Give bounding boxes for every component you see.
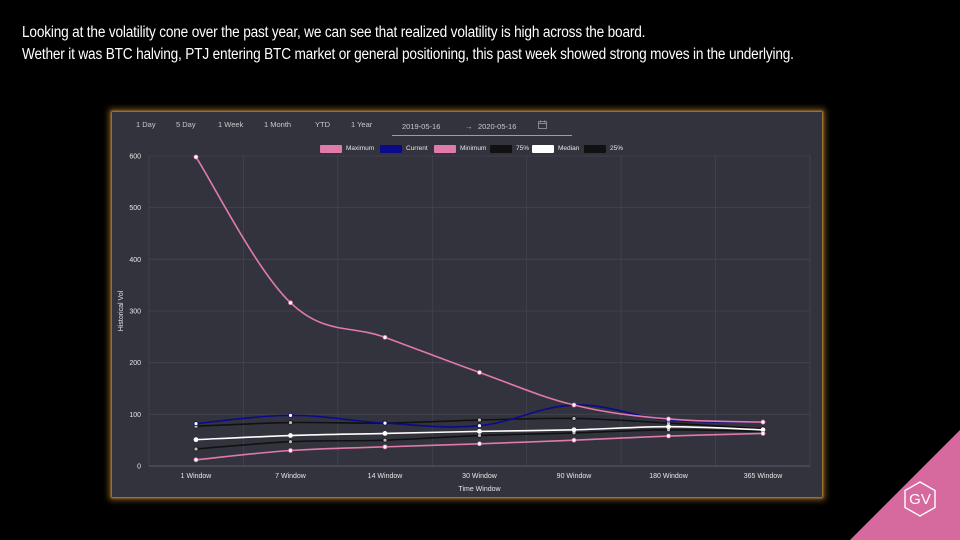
data-point-current — [382, 420, 388, 426]
data-point-minimum — [288, 448, 293, 453]
range-1-week[interactable]: 1 Week — [218, 120, 244, 129]
svg-text:GV: GV — [909, 491, 931, 508]
data-point-minimum — [382, 444, 388, 450]
x-tick-label: 30 Window — [462, 473, 498, 480]
data-point-maximum — [477, 370, 482, 375]
range-ytd[interactable]: YTD — [315, 120, 330, 129]
y-tick-label: 300 — [129, 309, 141, 316]
range-1-month[interactable]: 1 Month — [264, 120, 292, 129]
date-range-picker[interactable]: 2019-05-16 → 2020-05-16 — [392, 116, 572, 136]
series-line-maximum — [195, 156, 764, 423]
calendar-icon[interactable] — [538, 120, 547, 131]
data-point-25pct — [193, 446, 199, 452]
data-point-25pct — [288, 439, 293, 445]
data-point-75pct — [477, 417, 482, 423]
range-1-year[interactable]: 1 Year — [351, 120, 373, 129]
x-tick-label: 365 Window — [744, 473, 783, 480]
legend-label: Current — [406, 145, 428, 152]
data-point-current — [193, 421, 199, 427]
headline-line-1: Looking at the volatility cone over the … — [22, 24, 646, 41]
data-point-median — [382, 431, 388, 436]
data-point-maximum — [760, 419, 766, 425]
x-tick-label: 90 Window — [557, 473, 593, 480]
data-point-maximum — [193, 154, 199, 160]
y-tick-label: 400 — [129, 257, 141, 264]
y-tick-label: 600 — [129, 154, 141, 161]
y-tick-label: 500 — [129, 205, 141, 212]
date-from[interactable]: 2019-05-16 — [402, 122, 441, 131]
legend-swatch — [320, 145, 342, 153]
legend-label: 75% — [516, 145, 530, 152]
legend-label: Maximum — [346, 145, 375, 152]
data-point-current — [288, 412, 293, 418]
data-point-25pct — [477, 433, 482, 438]
headline-line-2: Wether it was BTC halving, PTJ entering … — [22, 46, 794, 63]
data-point-maximum — [571, 402, 577, 408]
data-point-25pct — [382, 437, 388, 443]
y-tick-label: 0 — [137, 464, 141, 471]
date-arrow: → — [465, 122, 473, 131]
legend-label: 25% — [610, 145, 624, 152]
x-tick-label: 7 Window — [275, 473, 307, 480]
legend-swatch — [380, 145, 402, 153]
x-tick-label: 14 Window — [368, 473, 404, 480]
x-tick-label: 1 Window — [181, 473, 213, 480]
data-point-current — [477, 423, 482, 429]
legend-swatch — [532, 145, 554, 153]
y-tick-label: 100 — [129, 412, 141, 419]
data-point-median — [571, 427, 577, 433]
data-point-median — [193, 437, 199, 443]
gv-logo: GV — [850, 430, 960, 540]
data-point-minimum — [477, 441, 482, 447]
range-1-day[interactable]: 1 Day — [136, 120, 156, 129]
data-point-median — [477, 428, 482, 434]
data-point-75pct — [288, 420, 293, 426]
data-point-median — [666, 424, 671, 430]
data-point-75pct — [571, 416, 577, 421]
data-point-minimum — [666, 433, 671, 439]
headline: Looking at the volatility cone over the … — [22, 22, 832, 66]
x-axis-label: Time Window — [458, 486, 501, 493]
legend-label: Median — [558, 145, 580, 152]
y-tick-label: 200 — [129, 360, 141, 367]
legend-swatch — [490, 145, 512, 153]
y-axis-label: Historical Vol — [118, 290, 125, 331]
data-point-maximum — [288, 300, 293, 306]
legend-swatch — [584, 145, 606, 153]
range-5-day[interactable]: 5 Day — [176, 120, 196, 129]
data-point-maximum — [382, 334, 388, 340]
chart-panel: 1 Day 5 Day 1 Week 1 Month YTD 1 Year 20… — [112, 112, 822, 497]
data-point-minimum — [571, 437, 577, 443]
legend-swatch — [434, 145, 456, 153]
data-point-maximum — [666, 416, 671, 422]
date-to[interactable]: 2020-05-16 — [478, 122, 517, 131]
legend-label: Minimum — [460, 145, 487, 152]
x-tick-label: 180 Window — [649, 473, 688, 480]
data-point-median — [288, 433, 293, 438]
data-point-minimum — [760, 431, 766, 436]
volatility-cone-chart: 0 100 200 300 400 500 600 1 Window 7 Window 14 Wi… — [118, 154, 811, 493]
chart-legend: Maximum Current Minimum 75% Median 25% — [112, 144, 822, 156]
data-point-minimum — [193, 457, 199, 463]
